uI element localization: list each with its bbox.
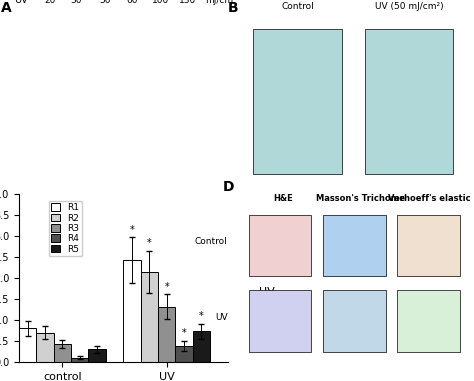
Bar <box>54 344 71 362</box>
FancyBboxPatch shape <box>248 215 311 276</box>
Text: *: * <box>199 311 204 321</box>
Text: *: * <box>129 224 134 235</box>
Text: 130: 130 <box>179 0 196 5</box>
Text: *: * <box>182 328 186 338</box>
FancyBboxPatch shape <box>248 290 311 352</box>
Text: 30: 30 <box>71 0 82 5</box>
Text: UV: UV <box>14 0 27 5</box>
FancyBboxPatch shape <box>253 29 341 174</box>
Text: UV: UV <box>215 313 228 322</box>
Bar <box>141 272 158 362</box>
Bar <box>71 358 89 362</box>
Legend: R1, R2, R3, R4, R5: R1, R2, R3, R4, R5 <box>48 200 82 256</box>
FancyBboxPatch shape <box>323 290 386 352</box>
Text: 60: 60 <box>126 0 138 5</box>
Text: Masson's Trichome: Masson's Trichome <box>316 194 405 203</box>
Text: Verhoeff's elastic: Verhoeff's elastic <box>389 194 471 203</box>
FancyBboxPatch shape <box>397 215 460 276</box>
Text: A: A <box>0 1 11 15</box>
FancyBboxPatch shape <box>365 29 453 174</box>
Text: D: D <box>223 180 235 194</box>
Bar <box>123 260 141 362</box>
Text: Control: Control <box>195 237 228 247</box>
Bar <box>89 349 106 362</box>
Bar <box>158 307 175 362</box>
Text: *: * <box>147 239 152 248</box>
FancyBboxPatch shape <box>397 290 460 352</box>
Bar <box>193 331 210 362</box>
Text: *: * <box>164 282 169 291</box>
Bar <box>36 333 54 362</box>
Text: UV: UV <box>259 287 274 296</box>
Text: UV (50 mJ/cm²): UV (50 mJ/cm²) <box>374 2 443 11</box>
Text: B: B <box>228 1 238 15</box>
Text: mJ/cm²: mJ/cm² <box>205 0 237 5</box>
Bar <box>19 328 36 362</box>
Text: 100: 100 <box>152 0 170 5</box>
FancyBboxPatch shape <box>323 215 386 276</box>
Text: 20: 20 <box>44 0 55 5</box>
Text: H&E: H&E <box>273 194 293 203</box>
Bar <box>175 346 193 362</box>
Text: Control: Control <box>281 2 314 11</box>
Text: 50: 50 <box>100 0 111 5</box>
